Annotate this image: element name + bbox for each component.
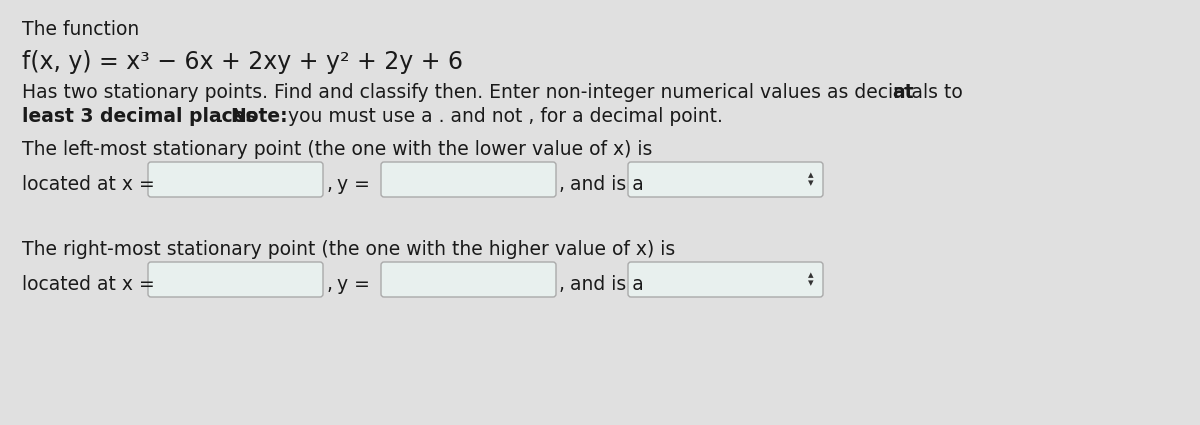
- Text: at: at: [892, 83, 913, 102]
- Text: ,: ,: [559, 175, 565, 194]
- Text: f(x, y) = x³ − 6x + 2xy + y² + 2y + 6: f(x, y) = x³ − 6x + 2xy + y² + 2y + 6: [22, 50, 463, 74]
- Text: and is a: and is a: [570, 175, 643, 194]
- Text: y =: y =: [337, 275, 370, 294]
- Text: The function: The function: [22, 20, 139, 39]
- Text: ▴: ▴: [808, 270, 814, 280]
- Text: ,: ,: [326, 275, 332, 294]
- Text: Has two stationary points. Find and classify then. Enter non-integer numerical v: Has two stationary points. Find and clas…: [22, 83, 968, 102]
- FancyBboxPatch shape: [148, 162, 323, 197]
- Text: least 3 decimal places: least 3 decimal places: [22, 107, 257, 126]
- Text: you must use a . and not , for a decimal point.: you must use a . and not , for a decimal…: [282, 107, 722, 126]
- Text: located at x =: located at x =: [22, 275, 155, 294]
- FancyBboxPatch shape: [382, 262, 556, 297]
- FancyBboxPatch shape: [628, 262, 823, 297]
- Text: ▾: ▾: [808, 278, 814, 289]
- Text: and is a: and is a: [570, 275, 643, 294]
- FancyBboxPatch shape: [148, 262, 323, 297]
- Text: .: .: [218, 107, 230, 126]
- Text: y =: y =: [337, 175, 370, 194]
- FancyBboxPatch shape: [628, 162, 823, 197]
- Text: ▾: ▾: [808, 178, 814, 189]
- Text: ,: ,: [326, 175, 332, 194]
- Text: located at x =: located at x =: [22, 175, 155, 194]
- Text: Note:: Note:: [230, 107, 288, 126]
- Text: The left-most stationary point (the one with the lower value of x) is: The left-most stationary point (the one …: [22, 140, 653, 159]
- Text: The right-most stationary point (the one with the higher value of x) is: The right-most stationary point (the one…: [22, 240, 676, 259]
- Text: ,: ,: [559, 275, 565, 294]
- FancyBboxPatch shape: [382, 162, 556, 197]
- Text: ▴: ▴: [808, 170, 814, 181]
